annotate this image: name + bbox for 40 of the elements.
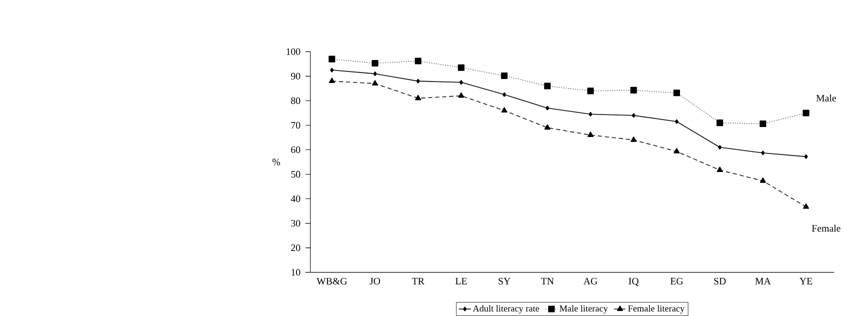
x-tick-label: AG — [583, 278, 598, 285]
point — [718, 145, 722, 150]
point — [459, 80, 464, 85]
point — [502, 92, 506, 97]
y-tick-label: 50 — [291, 170, 300, 178]
x-tick-label: SY — [498, 278, 510, 285]
y-tick-label: 30 — [291, 220, 300, 227]
point — [761, 150, 765, 156]
legend-label: Male literacy — [560, 305, 608, 314]
x-tick-label: EG — [670, 278, 683, 285]
x-tick-label: SD — [714, 278, 726, 285]
point — [674, 119, 679, 124]
y-tick-label: 90 — [291, 72, 300, 80]
legend-label: Female literacy — [628, 305, 685, 314]
point — [632, 113, 636, 118]
y-tick-label: 70 — [291, 122, 300, 129]
x-tick-label: IQ — [628, 278, 639, 286]
y-tick-label: 60 — [291, 146, 300, 154]
x-tick-label: TN — [541, 278, 554, 284]
point — [588, 112, 592, 117]
y-tick-label: 20 — [291, 244, 300, 252]
point — [373, 71, 377, 76]
x-tick-label: LE — [455, 278, 467, 284]
x-tick-label: YE — [800, 278, 812, 284]
annotation: Male — [816, 94, 836, 102]
point — [416, 78, 420, 84]
x-tick-label: WB&G — [316, 278, 347, 285]
x-tick-label: MA — [755, 278, 771, 284]
y-tick-label: 10 — [292, 268, 300, 276]
y-tick-label: 100 — [286, 48, 300, 56]
y-axis-title: % — [272, 158, 280, 166]
y-tick-label: 80 — [291, 97, 300, 104]
point — [330, 68, 334, 72]
x-tick-label: JO — [370, 278, 380, 285]
point — [804, 154, 808, 159]
annotation: Female — [812, 224, 840, 232]
point — [546, 106, 550, 110]
y-tick-label: 40 — [290, 195, 300, 202]
x-tick-label: TR — [412, 278, 424, 284]
legend-label: Adult literacy rate — [472, 305, 540, 314]
